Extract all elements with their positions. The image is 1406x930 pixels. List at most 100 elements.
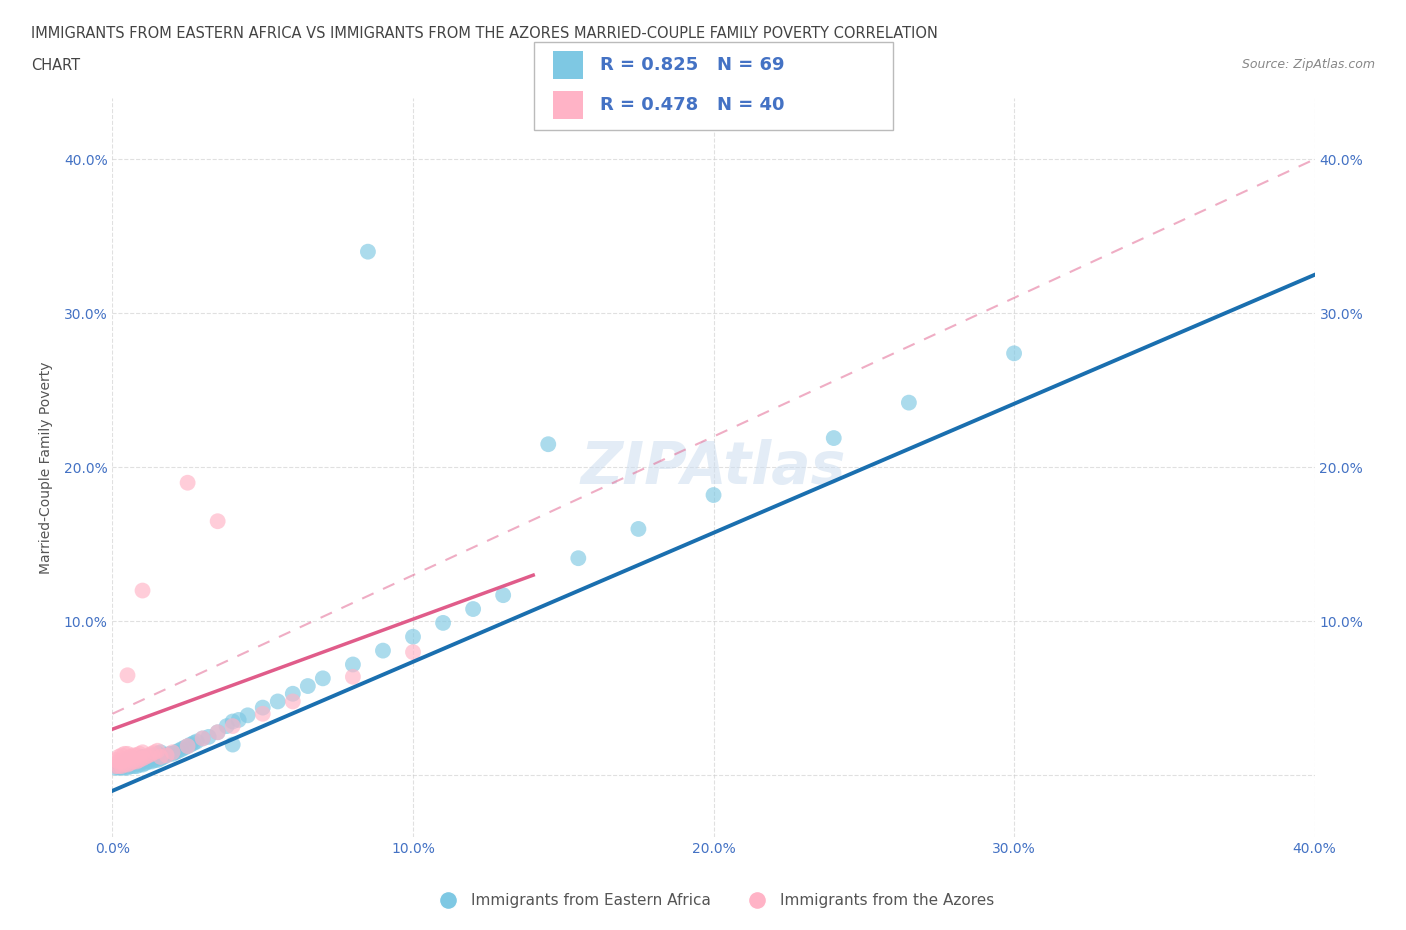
Point xyxy=(122,754,145,769)
Point xyxy=(207,513,229,528)
Point xyxy=(297,679,319,694)
Point xyxy=(702,487,725,502)
Point xyxy=(167,743,190,758)
Point xyxy=(267,694,290,709)
Text: CHART: CHART xyxy=(31,58,80,73)
Point xyxy=(176,738,198,753)
Point xyxy=(110,748,132,763)
Text: R = 0.825   N = 69: R = 0.825 N = 69 xyxy=(600,56,785,74)
Point xyxy=(180,737,202,752)
Point xyxy=(138,748,160,763)
Point xyxy=(281,686,304,701)
Point xyxy=(114,760,136,775)
Point xyxy=(461,602,484,617)
Point xyxy=(143,752,166,767)
Point xyxy=(110,754,132,769)
Point xyxy=(342,670,364,684)
Point xyxy=(131,750,153,764)
Point xyxy=(215,719,238,734)
Point xyxy=(252,707,274,722)
Point xyxy=(117,757,139,772)
Point xyxy=(146,743,169,758)
Point xyxy=(207,724,229,739)
Point xyxy=(149,745,172,760)
Text: Source: ZipAtlas.com: Source: ZipAtlas.com xyxy=(1241,58,1375,71)
Point xyxy=(281,694,304,709)
Point xyxy=(128,747,150,762)
Point xyxy=(107,754,129,769)
Point xyxy=(191,731,214,746)
Point xyxy=(222,719,245,734)
Point xyxy=(143,745,166,760)
Point xyxy=(222,737,245,752)
Point xyxy=(114,752,136,767)
Point xyxy=(252,700,274,715)
Point xyxy=(117,760,139,775)
Point xyxy=(110,757,132,772)
Point xyxy=(627,522,650,537)
Point xyxy=(176,738,198,753)
Point xyxy=(138,750,160,764)
Point xyxy=(141,754,163,769)
Point xyxy=(236,708,259,723)
Point xyxy=(146,752,169,767)
Point xyxy=(128,752,150,767)
Point xyxy=(173,740,195,755)
Point xyxy=(120,759,142,774)
Point xyxy=(135,755,157,770)
Point xyxy=(165,745,187,760)
Point xyxy=(114,757,136,772)
Point xyxy=(117,752,139,767)
Point xyxy=(114,747,136,762)
Point xyxy=(143,748,166,763)
Point xyxy=(120,755,142,770)
Point xyxy=(342,657,364,671)
Point xyxy=(823,431,845,445)
Point xyxy=(897,395,920,410)
Point xyxy=(131,583,153,598)
Point xyxy=(207,724,229,739)
Point xyxy=(135,751,157,766)
Point xyxy=(492,588,515,603)
Point xyxy=(122,755,145,770)
Point xyxy=(155,748,177,763)
Point xyxy=(122,751,145,766)
Point xyxy=(128,757,150,772)
Point xyxy=(117,668,139,683)
Point xyxy=(125,748,148,763)
Point xyxy=(120,754,142,769)
Point xyxy=(149,751,172,766)
Point xyxy=(432,616,454,631)
Point xyxy=(131,745,153,760)
Point xyxy=(402,630,425,644)
Point xyxy=(567,551,589,565)
Point xyxy=(146,747,169,762)
Point xyxy=(312,671,335,685)
Point xyxy=(228,712,250,727)
Text: IMMIGRANTS FROM EASTERN AFRICA VS IMMIGRANTS FROM THE AZORES MARRIED-COUPLE FAMI: IMMIGRANTS FROM EASTERN AFRICA VS IMMIGR… xyxy=(31,26,938,41)
Point xyxy=(122,748,145,763)
Point xyxy=(159,747,181,762)
Point xyxy=(128,752,150,767)
Y-axis label: Married-Couple Family Poverty: Married-Couple Family Poverty xyxy=(38,361,52,574)
Point xyxy=(122,759,145,774)
Point xyxy=(222,714,245,729)
Point xyxy=(135,750,157,764)
Point xyxy=(131,757,153,772)
Point xyxy=(138,754,160,769)
Point xyxy=(125,754,148,769)
Text: ZIPAtlas: ZIPAtlas xyxy=(581,439,846,496)
Point xyxy=(125,754,148,769)
Point xyxy=(114,755,136,770)
Point xyxy=(120,750,142,764)
Point xyxy=(186,734,208,749)
Point xyxy=(117,751,139,766)
Point xyxy=(1002,346,1025,361)
Point xyxy=(162,747,184,762)
Point xyxy=(110,760,132,775)
Point xyxy=(357,245,380,259)
Point xyxy=(107,760,129,775)
Point xyxy=(183,736,205,751)
Point xyxy=(125,759,148,774)
Point xyxy=(155,748,177,763)
